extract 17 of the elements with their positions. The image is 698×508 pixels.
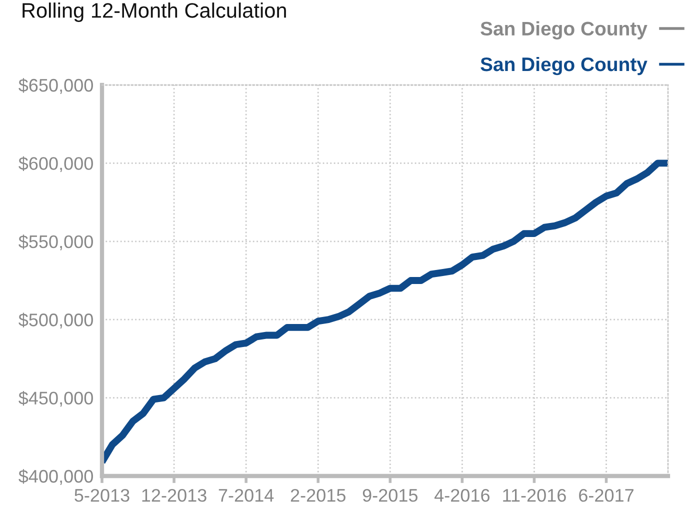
x-tick-label: 5-2013 <box>74 488 130 502</box>
y-tick-label: $500,000 <box>18 312 93 328</box>
x-tick-label: 6-2017 <box>579 488 634 502</box>
x-tick-label: 11-2016 <box>503 488 566 502</box>
y-tick-label: $450,000 <box>18 390 93 407</box>
y-tick-label: $550,000 <box>18 234 93 250</box>
legend-label: San Diego County <box>480 21 648 40</box>
chart-title: Rolling 12-Month Calculation <box>22 2 286 22</box>
x-tick-label: 4-2016 <box>434 488 490 502</box>
legend-label: San Diego County <box>480 56 648 76</box>
y-tick-label: $650,000 <box>18 78 93 94</box>
x-tick-label: 9-2015 <box>362 488 418 502</box>
x-tick-label: 12-2013 <box>142 488 206 502</box>
x-tick-label: 2-2015 <box>290 488 346 502</box>
y-tick-label: $600,000 <box>18 156 93 172</box>
x-tick-label: 7-2014 <box>218 488 274 502</box>
y-tick-label: $400,000 <box>18 469 93 485</box>
